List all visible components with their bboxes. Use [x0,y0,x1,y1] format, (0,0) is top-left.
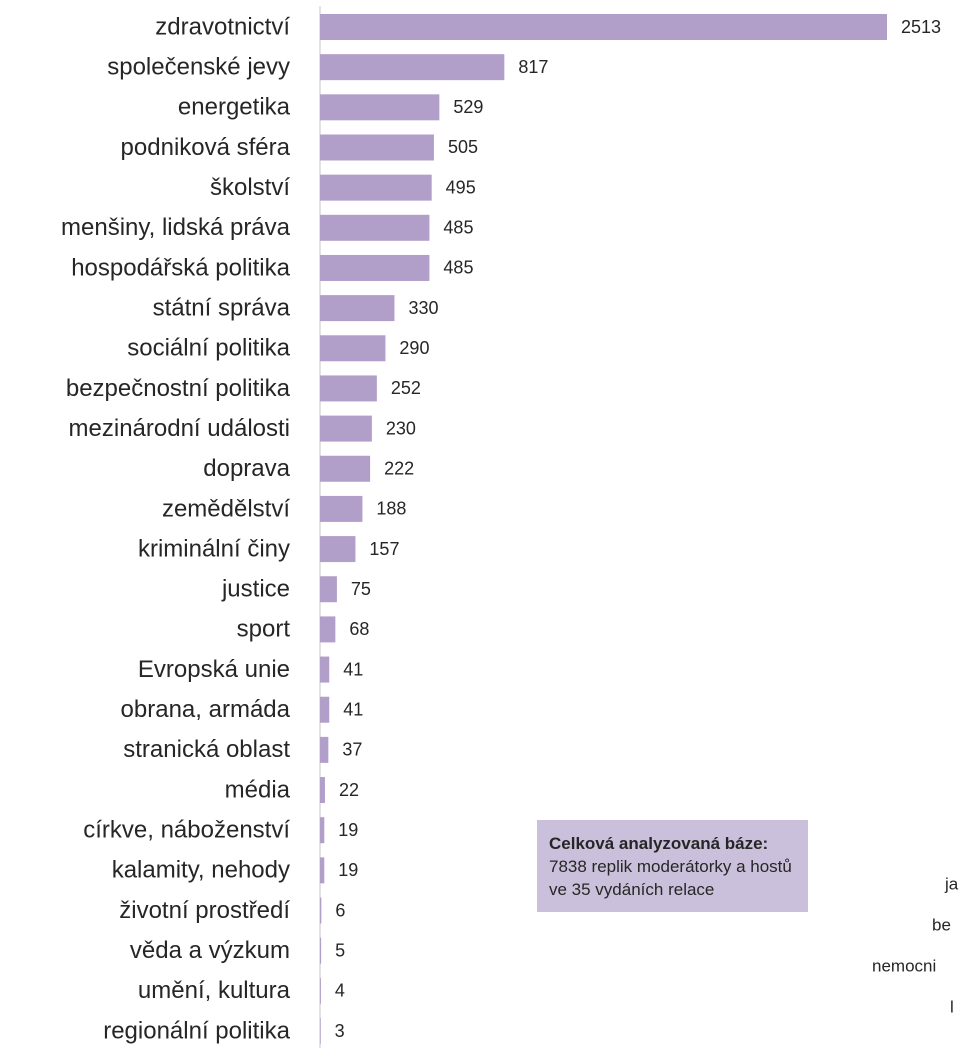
value-label: 2513 [901,17,941,37]
bar [320,375,377,402]
value-label: 529 [453,97,483,117]
value-label: 19 [338,860,358,880]
value-label: 495 [446,177,476,197]
category-label: Evropská unie [138,656,290,683]
bar [320,455,371,482]
category-label: státní správa [153,294,291,321]
category-label: sport [237,616,291,643]
bar [320,857,325,884]
value-label: 157 [369,539,399,559]
value-label: 290 [399,338,429,358]
value-label: 19 [338,820,358,840]
cropped-text: nemocni [872,956,936,975]
category-label: společenské jevy [107,54,290,81]
value-label: 22 [339,780,359,800]
category-label: bezpečnostní politika [66,375,291,402]
value-label: 505 [448,137,478,157]
category-label: životní prostředí [119,897,290,924]
value-label: 188 [376,499,406,519]
value-label: 222 [384,459,414,479]
value-label: 68 [349,619,369,639]
bar [320,54,505,81]
bar [320,656,330,683]
cropped-text: be [932,915,951,934]
category-label: zdravotnictví [155,13,290,40]
category-label: mezinárodní události [69,415,290,442]
bar [320,777,325,804]
bar [320,736,329,763]
annotation-bold: Celková analyzovaná báze: [549,834,769,853]
category-label: doprava [203,455,290,482]
value-label: 4 [335,981,345,1001]
bar [320,937,322,964]
bar [320,415,372,442]
annotation-text: 7838 replik moderátorky a hostů ve 35 vy… [549,857,792,899]
bar [320,214,430,241]
category-label: hospodářská politika [71,254,290,281]
value-label: 817 [518,57,548,77]
value-label: 75 [351,579,371,599]
bar [320,14,887,40]
category-label: kalamity, nehody [112,857,290,884]
bar [320,174,432,201]
bar [320,817,325,844]
category-label: kriminální činy [138,535,290,562]
category-label: justice [221,576,290,603]
category-label: umění, kultura [138,977,291,1004]
category-label: menšiny, lidská práva [61,214,291,241]
bar [320,295,395,322]
bar [320,696,330,723]
bar [320,335,386,362]
category-label: věda a výzkum [130,937,290,964]
category-label: zemědělství [162,495,290,522]
bar [320,576,337,603]
category-label: obrana, armáda [121,696,291,723]
category-label: stranická oblast [123,736,290,763]
value-label: 5 [335,940,345,960]
value-label: 41 [343,699,363,719]
bar [320,536,356,563]
bar [320,616,336,643]
value-label: 3 [335,1021,345,1041]
category-label: sociální politika [127,335,290,362]
category-label: média [225,776,291,803]
annotation-box: Celková analyzovaná báze: 7838 replik mo… [537,820,808,912]
category-label: podniková sféra [121,134,291,161]
cropped-text: ja [944,874,959,893]
bar [320,254,430,281]
value-label: 230 [386,418,416,438]
value-label: 6 [335,900,345,920]
value-label: 485 [443,218,473,238]
bar [320,1018,321,1044]
value-label: 330 [408,298,438,318]
category-label: regionální politika [103,1017,290,1044]
category-label: církve, náboženství [83,817,290,844]
value-label: 37 [342,740,362,760]
bar [320,495,363,522]
category-label: energetika [178,94,291,121]
value-label: 41 [343,659,363,679]
value-label: 485 [443,258,473,278]
category-label: školství [210,174,290,201]
cropped-text: l [950,997,954,1016]
bar [320,897,322,924]
bar [320,94,440,121]
bar [320,977,321,1004]
value-label: 252 [391,378,421,398]
bar [320,134,434,161]
